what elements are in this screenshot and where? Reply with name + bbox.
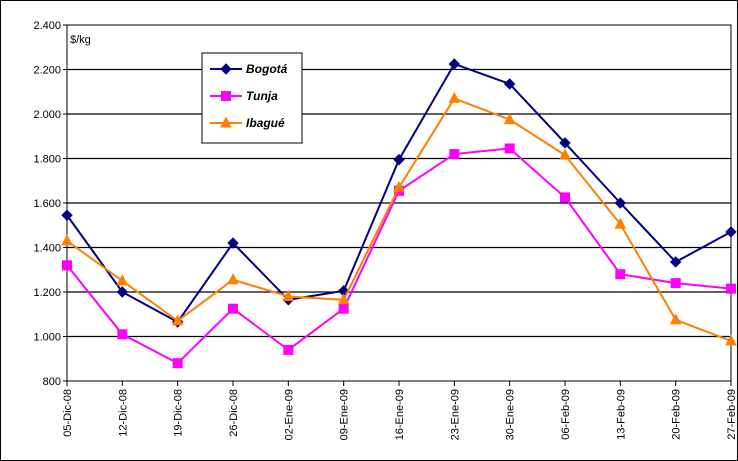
legend-marker-bogota [220, 63, 232, 75]
x-tick-label: 19-Dic-08 [173, 389, 185, 437]
data-point-tunja [172, 358, 183, 369]
data-point-ibague [337, 293, 350, 305]
x-tick-label: 12-Dic-08 [117, 389, 129, 437]
y-tick-label: 1.800 [33, 154, 61, 166]
y-tick-label: 800 [43, 376, 61, 388]
x-tick-label: 26-Dic-08 [228, 389, 240, 437]
x-tick-label: 13-Feb-09 [615, 389, 627, 440]
data-point-tunja [228, 303, 238, 314]
x-tick-label: 27-Feb-09 [726, 389, 738, 440]
x-tick-label: 16-Ene-09 [394, 389, 406, 440]
legend-label-ibague: Ibagué [246, 116, 285, 130]
y-unit-label: $/kg [70, 34, 91, 46]
x-tick-label: 05-Dic-08 [62, 389, 74, 437]
data-point-bogota [503, 78, 516, 90]
data-point-tunja [670, 278, 681, 289]
x-tick-label: 09-Ene-09 [339, 389, 351, 440]
legend-marker-tunja [221, 91, 231, 101]
data-point-bogota [669, 256, 682, 268]
data-point-ibague [227, 273, 239, 285]
legend-marker-ibague [220, 116, 232, 128]
y-tick-label: 2.200 [33, 65, 61, 77]
data-point-bogota [725, 226, 737, 238]
data-point-ibague [116, 274, 129, 286]
data-point-ibague [614, 217, 627, 229]
data-point-ibague [393, 180, 405, 192]
legend-label-tunja: Tunja [246, 89, 278, 103]
x-tick-label: 23-Ene-09 [449, 389, 461, 440]
data-point-bogota [227, 237, 239, 249]
data-point-tunja [117, 329, 128, 340]
data-point-tunja [504, 143, 515, 154]
data-point-ibague [559, 148, 571, 160]
y-tick-label: 1.400 [33, 243, 61, 255]
data-point-tunja [449, 149, 460, 160]
data-point-tunja [726, 283, 736, 294]
x-tick-label: 06-Feb-09 [560, 389, 572, 440]
data-point-bogota [116, 286, 129, 298]
y-tick-label: 2.000 [33, 109, 61, 121]
data-point-bogota [614, 197, 627, 209]
data-point-bogota [448, 58, 461, 70]
data-point-tunja [62, 260, 72, 271]
data-point-tunja [338, 303, 349, 314]
x-tick-label: 02-Ene-09 [283, 389, 295, 440]
data-point-bogota [393, 153, 405, 166]
data-point-ibague [725, 334, 737, 346]
data-point-ibague [669, 313, 682, 325]
x-tick-label: 20-Feb-09 [671, 389, 683, 440]
data-point-ibague [503, 112, 516, 125]
data-point-ibague [171, 314, 184, 326]
y-tick-label: 1.200 [33, 287, 61, 299]
legend-label-bogota: Bogotá [246, 62, 288, 76]
data-point-tunja [615, 269, 626, 280]
y-tick-label: 1.600 [33, 198, 61, 210]
x-tick-label: 30-Ene-09 [505, 389, 517, 440]
data-point-ibague [448, 91, 461, 103]
data-point-ibague [282, 289, 295, 301]
data-point-bogota [559, 137, 571, 149]
data-point-ibague [61, 234, 73, 246]
data-point-bogota [61, 209, 73, 221]
y-tick-label: 2.400 [33, 20, 61, 32]
y-tick-label: 1.000 [33, 332, 61, 344]
data-point-tunja [560, 192, 570, 203]
data-point-tunja [283, 344, 294, 355]
